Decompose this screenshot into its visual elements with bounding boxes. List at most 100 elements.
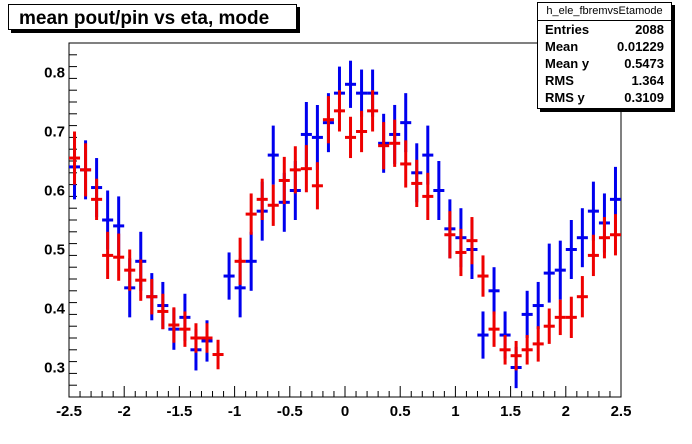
data-point [267, 184, 279, 226]
x-tick-label: -2.5 [56, 403, 82, 420]
data-point [400, 140, 412, 188]
data-point [543, 308, 555, 344]
data-point [245, 193, 257, 235]
data-point [598, 217, 610, 259]
data-point [345, 60, 357, 108]
series-0 [69, 60, 621, 389]
data-point [576, 276, 588, 318]
stats-value: 0.5473 [624, 56, 664, 71]
data-point [135, 259, 147, 301]
stats-row-rms-y: RMS y 0.3109 [538, 89, 671, 106]
data-point [565, 220, 577, 279]
data-point [267, 125, 279, 185]
x-tick-label: -0.5 [277, 403, 303, 420]
data-point [543, 243, 555, 303]
data-point [146, 279, 158, 315]
data-point [223, 252, 235, 300]
stats-label: Mean [545, 39, 579, 54]
x-tick-label: 0.5 [390, 403, 411, 420]
x-tick-label: 0 [341, 403, 349, 420]
data-point [433, 161, 445, 220]
y-tick-label: 0.3 [44, 360, 65, 377]
data-layer [69, 60, 643, 389]
data-point [576, 208, 588, 268]
stats-label: RMS [545, 73, 574, 88]
data-point [157, 293, 169, 330]
data-point [455, 228, 467, 277]
stats-row-entries: Entries 2088 [538, 21, 671, 38]
data-point [311, 104, 323, 170]
data-point [356, 110, 368, 153]
data-point [322, 96, 334, 144]
data-point [510, 340, 522, 371]
data-point [289, 146, 301, 194]
data-point [565, 296, 577, 338]
data-point [587, 234, 599, 277]
data-point [411, 159, 423, 208]
data-point [124, 249, 136, 291]
y-tick-label: 0.8 [44, 65, 65, 82]
x-tick-label: 2.5 [611, 403, 632, 420]
data-point [378, 122, 390, 170]
x-tick-label: -1 [228, 403, 241, 420]
data-point [201, 323, 213, 353]
y-tick-label: 0.6 [44, 183, 65, 200]
data-point [311, 162, 323, 210]
x-tick-label: 1.5 [500, 403, 521, 420]
x-tick-label: -1.5 [166, 403, 192, 420]
data-point [102, 231, 114, 279]
data-point [477, 255, 489, 297]
x-tick-label: 2 [562, 403, 570, 420]
data-point [356, 69, 368, 117]
data-point [91, 178, 103, 220]
data-point [587, 181, 599, 241]
data-point [245, 231, 257, 291]
stats-label: RMS y [545, 90, 585, 105]
data-point [488, 311, 500, 347]
data-point [234, 237, 246, 285]
data-point [389, 119, 401, 167]
data-point [333, 90, 345, 132]
chart-title: mean pout/pin vs eta, mode [19, 8, 270, 29]
y-tick-label: 0.4 [44, 301, 66, 318]
data-point [190, 323, 202, 353]
title-box: mean pout/pin vs eta, mode [8, 4, 297, 30]
data-point [554, 240, 566, 300]
stats-label: Entries [545, 22, 590, 37]
data-point [256, 178, 268, 220]
data-point [554, 299, 566, 336]
stats-value: 0.01229 [617, 39, 664, 54]
stats-value: 1.364 [631, 73, 664, 88]
y-tick-label: 0.5 [44, 242, 65, 259]
x-tick-label: -2 [118, 403, 131, 420]
data-point [521, 335, 533, 365]
x-tick-label: 1 [451, 403, 459, 420]
data-point [477, 311, 489, 359]
data-point [532, 326, 544, 362]
stats-row-mean: Mean 0.01229 [538, 38, 671, 55]
data-point [345, 116, 357, 159]
stats-row-rms: RMS 1.364 [538, 72, 671, 89]
stats-value: 2088 [635, 22, 664, 37]
stats-name: h_ele_fbremvsEtamode [538, 3, 671, 21]
y-tick-label: 0.7 [44, 124, 65, 141]
data-point [80, 143, 92, 197]
data-point [212, 339, 224, 370]
data-point [532, 281, 544, 330]
stats-label: Mean y [545, 56, 590, 71]
data-point [168, 307, 180, 343]
data-point [367, 90, 379, 132]
data-point [488, 267, 500, 315]
data-point [466, 217, 478, 265]
data-point [179, 311, 191, 347]
stats-value: 0.3109 [624, 90, 664, 105]
data-point [69, 131, 81, 185]
data-point [300, 145, 312, 193]
data-point [609, 214, 621, 256]
data-point [422, 172, 434, 220]
data-point [621, 132, 632, 179]
data-point [632, 123, 643, 170]
series-1 [69, 90, 643, 371]
data-point [113, 233, 125, 281]
